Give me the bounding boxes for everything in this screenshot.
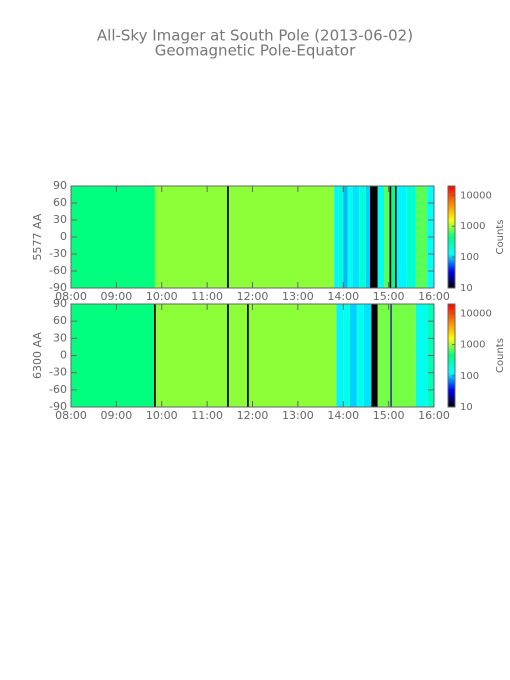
strip [359, 186, 366, 288]
strip [390, 304, 392, 407]
strip [363, 304, 372, 407]
y-tick-label: 90 [53, 179, 67, 192]
strip [334, 186, 339, 288]
colorbar-frame [447, 303, 456, 408]
y-tick-label: 30 [53, 331, 67, 344]
y-tick-label: -90 [49, 281, 67, 294]
strip [343, 304, 351, 407]
strip [377, 304, 391, 407]
x-tick-label: 14:00 [327, 290, 359, 303]
x-tick-label: 09:00 [101, 409, 133, 422]
strip [391, 186, 395, 288]
y-tick-label: -90 [49, 400, 67, 413]
strip [350, 304, 357, 407]
y-tick-label: -60 [49, 383, 67, 396]
strip [371, 304, 378, 407]
colorbar-tick-label: 100 [460, 371, 479, 382]
x-tick-label: 14:00 [327, 409, 359, 422]
x-tick-label: 08:00 [55, 409, 87, 422]
strip [377, 186, 385, 288]
strip [71, 304, 155, 407]
strip [389, 186, 392, 288]
y-tick-label: 60 [53, 196, 67, 209]
x-tick-label: 11:00 [191, 409, 223, 422]
colorbar-label: Counts [495, 220, 506, 255]
colorbar-tick-label: 10 [460, 402, 473, 413]
x-tick-label: 15:00 [373, 409, 405, 422]
y-tick-label: -30 [49, 366, 67, 379]
y-axis-label: 5577 AA [31, 213, 44, 260]
x-tick-label: 13:00 [282, 409, 314, 422]
strip [343, 186, 348, 288]
chart-title: All-Sky Imager at South Pole (2013-06-02… [97, 27, 413, 45]
colorbar-tick-label: 10 [460, 283, 473, 294]
x-tick-label: 10:00 [146, 409, 178, 422]
x-tick-label: 10:00 [146, 290, 178, 303]
strip [227, 304, 229, 407]
strip [394, 186, 397, 288]
strip [347, 186, 353, 288]
colorbar-tick-label: 10000 [460, 308, 492, 319]
y-tick-label: 60 [53, 314, 67, 327]
y-axis-label: 6300 AA [31, 332, 44, 379]
x-tick-label: 11:00 [191, 290, 223, 303]
strip [415, 186, 428, 288]
x-tick-label: 09:00 [101, 290, 133, 303]
strip [384, 186, 390, 288]
x-tick-label: 08:00 [55, 290, 87, 303]
y-tick-label: 90 [53, 297, 67, 310]
strip [370, 186, 378, 288]
strip [336, 304, 344, 407]
colorbar-label: Counts [495, 338, 506, 373]
strip [406, 186, 416, 288]
strip [247, 304, 249, 407]
strip [228, 186, 335, 288]
strip [71, 186, 155, 288]
x-tick-label: 12:00 [237, 290, 269, 303]
colorbar-tick-label: 10000 [460, 190, 492, 201]
strip [248, 304, 337, 407]
colorbar-tick-label: 100 [460, 252, 479, 263]
colorbar-tick-label: 1000 [460, 221, 485, 232]
strip [154, 186, 228, 288]
colorbar-frame [447, 185, 456, 289]
x-tick-label: 13:00 [282, 290, 314, 303]
colorbar [448, 304, 455, 407]
strip [155, 304, 228, 407]
strip [338, 186, 344, 288]
strip [415, 304, 428, 407]
strip [356, 304, 364, 407]
strip [396, 186, 407, 288]
x-tick-label: 16:00 [418, 409, 450, 422]
y-tick-label: 0 [60, 230, 67, 243]
colorbar [448, 186, 455, 288]
strip [228, 304, 248, 407]
colorbar-tick-label: 1000 [460, 340, 485, 351]
x-tick-label: 12:00 [237, 409, 269, 422]
strip [365, 186, 371, 288]
strip [154, 304, 156, 407]
y-tick-label: -60 [49, 264, 67, 277]
strip [391, 304, 416, 407]
strip [352, 186, 360, 288]
y-tick-label: 0 [60, 349, 67, 362]
strip [227, 186, 229, 288]
x-tick-label: 15:00 [373, 290, 405, 303]
y-tick-label: 30 [53, 213, 67, 226]
chart-subtitle: Geomagnetic Pole-Equator [155, 42, 356, 60]
x-tick-label: 16:00 [418, 290, 450, 303]
y-tick-label: -30 [49, 247, 67, 260]
